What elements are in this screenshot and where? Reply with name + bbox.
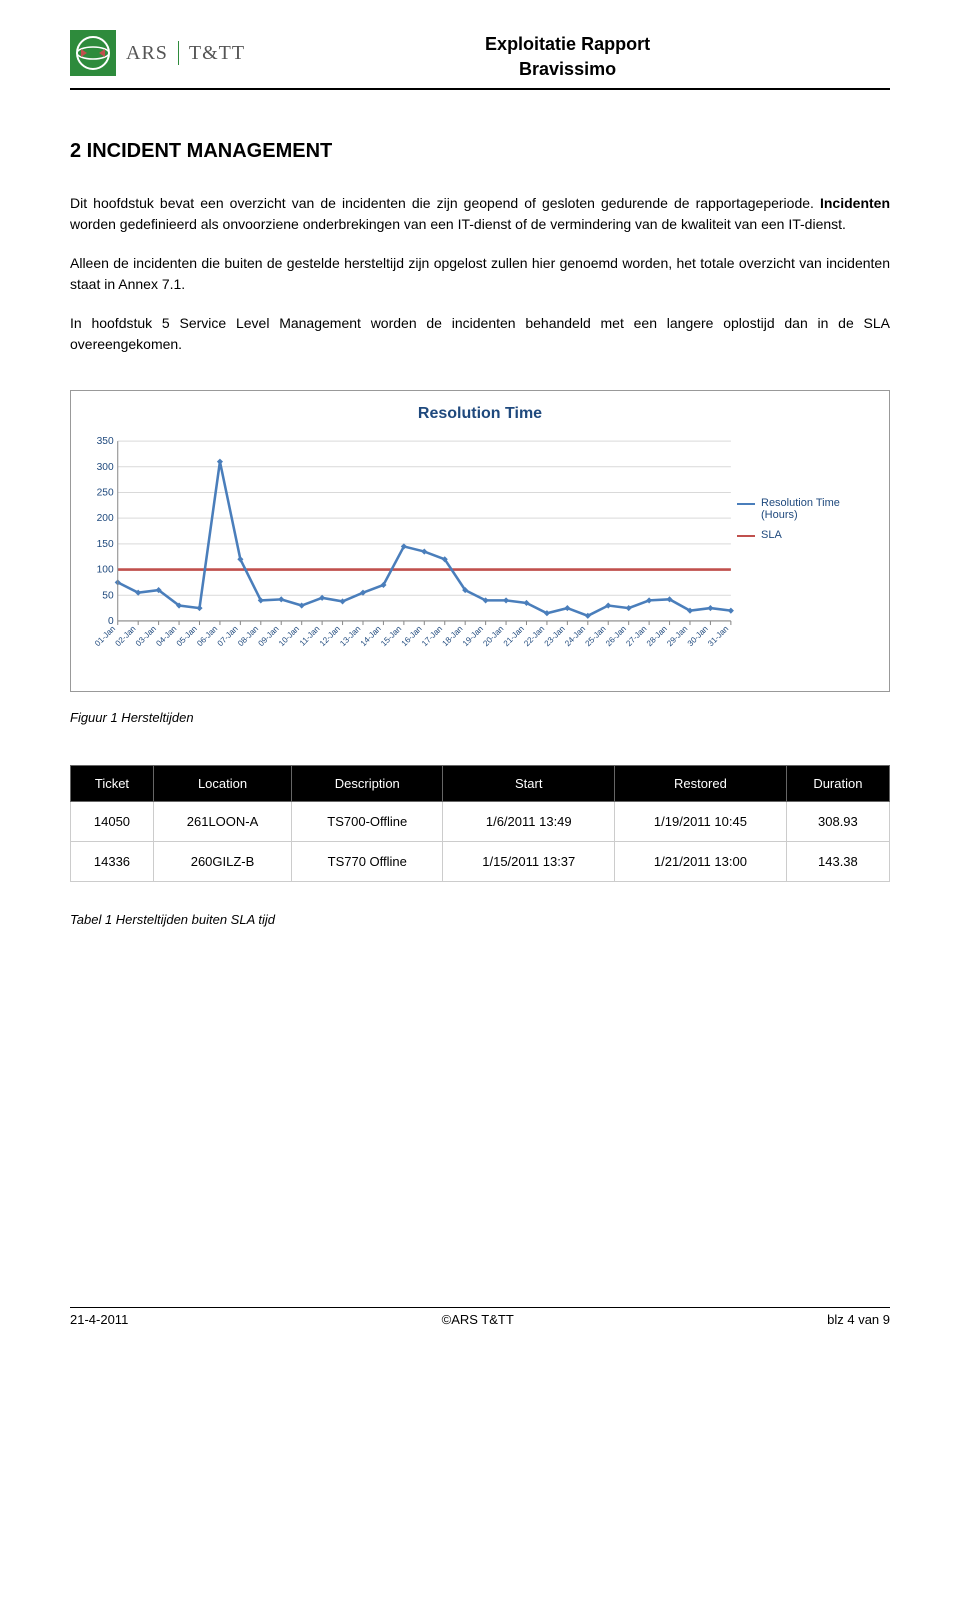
svg-text:02-Jan: 02-Jan: [114, 625, 138, 649]
p1c: worden gedefinieerd als onvoorziene onde…: [70, 216, 846, 232]
svg-text:17-Jan: 17-Jan: [420, 625, 444, 649]
chart-title: Resolution Time: [83, 405, 877, 423]
svg-text:10-Jan: 10-Jan: [277, 625, 301, 649]
paragraph-1: Dit hoofdstuk bevat een overzicht van de…: [70, 193, 890, 235]
table-cell: 143.38: [786, 841, 889, 881]
table-cell: 260GILZ-B: [153, 841, 291, 881]
table-header-cell: Duration: [786, 765, 889, 801]
page-footer: 21-4-2011 ©ARS T&TT blz 4 van 9: [70, 1307, 890, 1327]
svg-text:27-Jan: 27-Jan: [624, 625, 648, 649]
svg-text:13-Jan: 13-Jan: [338, 625, 362, 649]
svg-text:04-Jan: 04-Jan: [154, 625, 178, 649]
table-cell: 14336: [71, 841, 154, 881]
legend-sla: SLA: [737, 529, 877, 541]
logo-ars: ARS: [126, 42, 168, 65]
table-cell: 1/15/2011 13:37: [443, 841, 615, 881]
chart-legend: Resolution Time (Hours) SLA: [737, 437, 877, 549]
svg-text:31-Jan: 31-Jan: [706, 625, 730, 649]
legend-resolution-label: Resolution Time (Hours): [761, 497, 877, 521]
p1b: Incidenten: [820, 195, 890, 211]
incidents-table: TicketLocationDescriptionStartRestoredDu…: [70, 765, 890, 882]
svg-text:08-Jan: 08-Jan: [236, 625, 260, 649]
header-title-line1: Exploitatie Rapport: [245, 32, 890, 57]
table-caption: Tabel 1 Hersteltijden buiten SLA tijd: [70, 912, 890, 927]
svg-text:16-Jan: 16-Jan: [400, 625, 424, 649]
svg-text:21-Jan: 21-Jan: [502, 625, 526, 649]
paragraph-3: In hoofdstuk 5 Service Level Management …: [70, 313, 890, 355]
svg-text:29-Jan: 29-Jan: [665, 625, 689, 649]
table-header-cell: Ticket: [71, 765, 154, 801]
svg-text:24-Jan: 24-Jan: [563, 625, 587, 649]
svg-text:250: 250: [97, 488, 114, 499]
legend-sla-swatch: [737, 535, 755, 537]
table-cell: 1/6/2011 13:49: [443, 801, 615, 841]
table-header-cell: Start: [443, 765, 615, 801]
header-title: Exploitatie Rapport Bravissimo: [245, 30, 890, 82]
svg-text:14-Jan: 14-Jan: [359, 625, 383, 649]
table-cell: TS700-Offline: [292, 801, 443, 841]
table-header-row: TicketLocationDescriptionStartRestoredDu…: [71, 765, 890, 801]
svg-text:06-Jan: 06-Jan: [195, 625, 219, 649]
svg-text:28-Jan: 28-Jan: [645, 625, 669, 649]
svg-text:18-Jan: 18-Jan: [441, 625, 465, 649]
paragraph-2: Alleen de incidenten die buiten de geste…: [70, 253, 890, 295]
chart-plot-area: 05010015020025030035001-Jan02-Jan03-Jan0…: [83, 437, 737, 682]
svg-text:11-Jan: 11-Jan: [298, 625, 322, 649]
legend-resolution-swatch: [737, 503, 755, 505]
svg-text:20-Jan: 20-Jan: [481, 625, 505, 649]
svg-text:23-Jan: 23-Jan: [543, 625, 567, 649]
table-cell: 308.93: [786, 801, 889, 841]
svg-text:300: 300: [97, 462, 114, 473]
svg-text:22-Jan: 22-Jan: [522, 625, 546, 649]
svg-text:50: 50: [102, 591, 114, 602]
svg-text:350: 350: [97, 437, 114, 447]
p1a: Dit hoofdstuk bevat een overzicht van de…: [70, 195, 820, 211]
table-header-cell: Description: [292, 765, 443, 801]
footer-page: blz 4 van 9: [827, 1312, 890, 1327]
table-body: 14050261LOON-ATS700-Offline1/6/2011 13:4…: [71, 801, 890, 881]
table-cell: 1/21/2011 13:00: [615, 841, 787, 881]
header-title-line2: Bravissimo: [245, 57, 890, 82]
svg-text:25-Jan: 25-Jan: [584, 625, 608, 649]
legend-resolution: Resolution Time (Hours): [737, 497, 877, 521]
logo: ARS T&TT: [70, 30, 245, 76]
table-cell: 1/19/2011 10:45: [615, 801, 787, 841]
svg-text:01-Jan: 01-Jan: [93, 625, 117, 649]
svg-text:19-Jan: 19-Jan: [461, 625, 485, 649]
table-cell: 14050: [71, 801, 154, 841]
logo-icon: [70, 30, 116, 76]
section-heading: 2 INCIDENT MANAGEMENT: [70, 140, 890, 163]
logo-divider: [178, 41, 179, 65]
svg-text:30-Jan: 30-Jan: [686, 625, 710, 649]
figure-caption: Figuur 1 Hersteltijden: [70, 710, 890, 725]
chart-svg: 05010015020025030035001-Jan02-Jan03-Jan0…: [83, 437, 737, 682]
svg-text:150: 150: [97, 539, 114, 550]
table-cell: 261LOON-A: [153, 801, 291, 841]
footer-copyright: ©ARS T&TT: [442, 1312, 514, 1327]
table-header-cell: Restored: [615, 765, 787, 801]
page-header: ARS T&TT Exploitatie Rapport Bravissimo: [70, 30, 890, 90]
svg-text:05-Jan: 05-Jan: [175, 625, 199, 649]
legend-sla-label: SLA: [761, 529, 782, 541]
footer-date: 21-4-2011: [70, 1312, 128, 1327]
svg-text:09-Jan: 09-Jan: [257, 625, 281, 649]
svg-text:12-Jan: 12-Jan: [318, 625, 342, 649]
svg-text:03-Jan: 03-Jan: [134, 625, 158, 649]
logo-ttt: T&TT: [189, 42, 245, 65]
table-row: 14050261LOON-ATS700-Offline1/6/2011 13:4…: [71, 801, 890, 841]
svg-text:15-Jan: 15-Jan: [379, 625, 403, 649]
svg-text:100: 100: [97, 565, 114, 576]
resolution-time-chart: Resolution Time 05010015020025030035001-…: [70, 390, 890, 691]
logo-text: ARS T&TT: [126, 41, 245, 65]
svg-text:07-Jan: 07-Jan: [216, 625, 240, 649]
table-row: 14336260GILZ-BTS770 Offline1/15/2011 13:…: [71, 841, 890, 881]
table-header-cell: Location: [153, 765, 291, 801]
table-cell: TS770 Offline: [292, 841, 443, 881]
svg-text:200: 200: [97, 514, 114, 525]
svg-text:26-Jan: 26-Jan: [604, 625, 628, 649]
